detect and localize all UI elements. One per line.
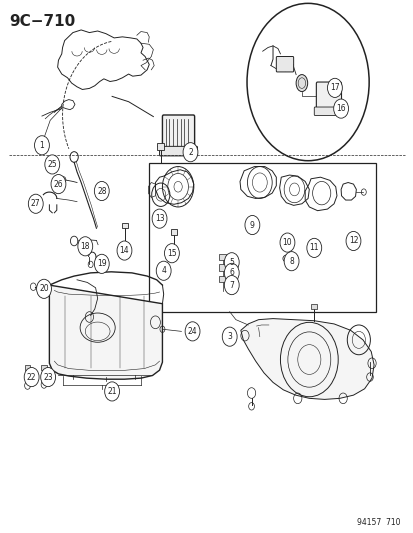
- Circle shape: [224, 263, 239, 282]
- Text: 26: 26: [54, 180, 63, 189]
- Text: 9C−710: 9C−710: [9, 14, 75, 29]
- Bar: [24, 366, 30, 370]
- Text: 19: 19: [97, 260, 106, 268]
- Text: 9: 9: [249, 221, 254, 230]
- Text: 14: 14: [119, 246, 129, 255]
- Circle shape: [333, 99, 348, 118]
- Text: 6: 6: [229, 269, 234, 277]
- Bar: [311, 304, 316, 309]
- Polygon shape: [49, 285, 162, 379]
- Circle shape: [224, 253, 239, 272]
- Text: 12: 12: [348, 237, 357, 246]
- Circle shape: [152, 209, 166, 228]
- Circle shape: [51, 174, 66, 193]
- Text: 25: 25: [47, 160, 57, 169]
- FancyBboxPatch shape: [275, 56, 293, 72]
- Text: 8: 8: [289, 257, 293, 265]
- Circle shape: [183, 143, 197, 162]
- Bar: [171, 229, 176, 235]
- Bar: [41, 366, 47, 370]
- Text: 27: 27: [31, 199, 40, 208]
- Text: 1: 1: [40, 141, 44, 150]
- Text: 5: 5: [229, 258, 234, 266]
- Circle shape: [104, 382, 119, 401]
- Circle shape: [244, 215, 259, 235]
- Text: 16: 16: [335, 104, 345, 113]
- Text: 10: 10: [282, 238, 292, 247]
- Circle shape: [34, 136, 49, 155]
- Circle shape: [345, 231, 360, 251]
- Circle shape: [306, 238, 321, 257]
- Circle shape: [40, 368, 55, 386]
- Circle shape: [94, 254, 109, 273]
- Circle shape: [45, 155, 59, 174]
- Text: 11: 11: [309, 244, 318, 253]
- Text: 2: 2: [188, 148, 192, 157]
- Circle shape: [164, 244, 179, 263]
- Text: 18: 18: [81, 242, 90, 251]
- Bar: [157, 143, 164, 150]
- Circle shape: [117, 241, 132, 260]
- Text: 94157  710: 94157 710: [356, 518, 400, 527]
- FancyBboxPatch shape: [162, 115, 194, 150]
- Circle shape: [24, 368, 39, 386]
- Ellipse shape: [295, 75, 307, 92]
- Text: 3: 3: [227, 332, 232, 341]
- Text: 7: 7: [229, 280, 234, 289]
- Text: 28: 28: [97, 187, 106, 196]
- Bar: [219, 276, 225, 282]
- Text: 21: 21: [107, 387, 116, 396]
- Circle shape: [28, 194, 43, 213]
- Circle shape: [36, 279, 51, 298]
- Bar: [219, 264, 225, 271]
- Circle shape: [283, 252, 298, 271]
- Text: 15: 15: [167, 249, 176, 258]
- FancyBboxPatch shape: [313, 107, 343, 116]
- FancyBboxPatch shape: [159, 147, 197, 156]
- Bar: [219, 254, 225, 260]
- Circle shape: [78, 237, 93, 256]
- Circle shape: [224, 276, 239, 295]
- Text: 23: 23: [43, 373, 53, 382]
- Bar: [40, 284, 46, 289]
- FancyBboxPatch shape: [316, 82, 341, 111]
- Circle shape: [327, 78, 342, 98]
- Polygon shape: [240, 319, 373, 399]
- Text: 4: 4: [161, 266, 166, 275]
- Text: 13: 13: [154, 214, 164, 223]
- Circle shape: [279, 233, 294, 252]
- Text: 24: 24: [187, 327, 197, 336]
- Bar: [149, 163, 375, 312]
- Circle shape: [185, 322, 199, 341]
- Circle shape: [156, 261, 171, 280]
- Circle shape: [94, 181, 109, 200]
- Circle shape: [222, 327, 237, 346]
- Bar: [122, 223, 128, 228]
- Text: 17: 17: [329, 83, 339, 92]
- Circle shape: [247, 3, 368, 161]
- Text: 22: 22: [27, 373, 36, 382]
- Text: 20: 20: [39, 284, 49, 293]
